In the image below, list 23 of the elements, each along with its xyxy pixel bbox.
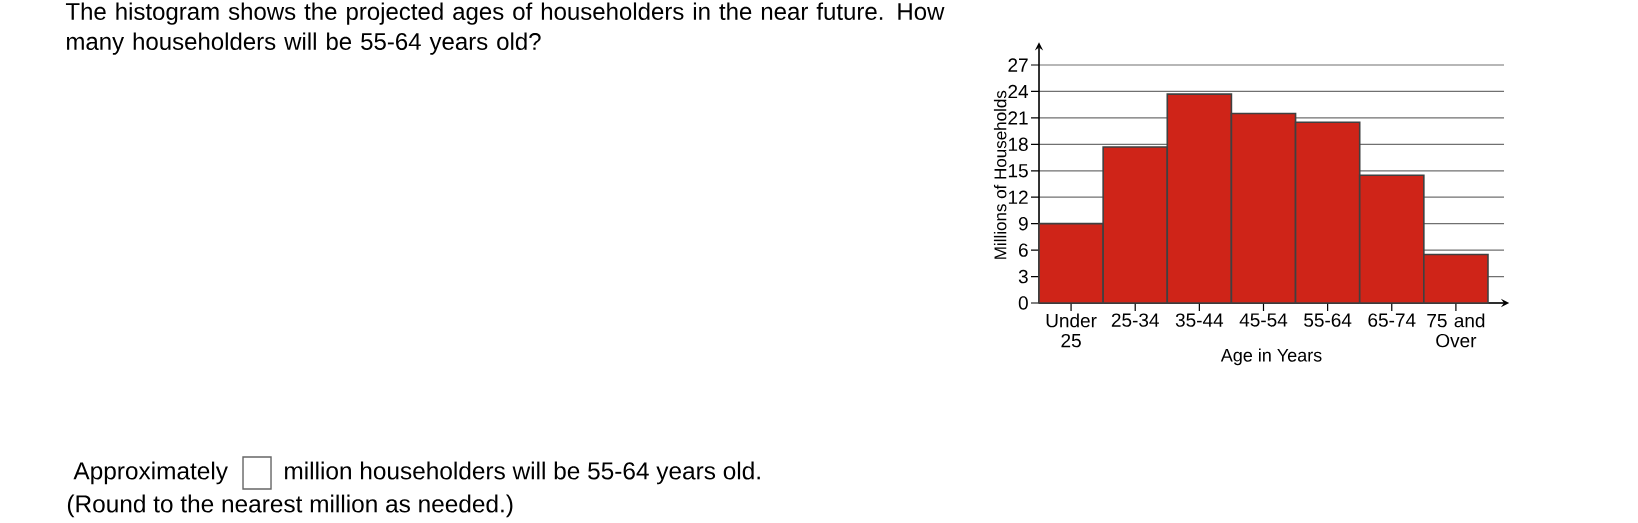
text: (Round to the nearest million as needed.) — [67, 494, 513, 518]
y-tick-label: 0 — [1018, 296, 1028, 310]
y-tick-label: 12 — [1008, 190, 1028, 204]
text: Approximately — [73, 461, 228, 485]
y-tick-label: 24 — [1008, 84, 1029, 99]
x-tick-label: 35-44 — [1175, 313, 1224, 327]
y-tick-label: 15 — [1008, 164, 1028, 178]
y-tick-label: 6 — [1019, 243, 1028, 257]
y-tick-label: 18 — [1008, 137, 1028, 152]
y-tick-label: 27 — [1008, 58, 1028, 72]
y-tick-label: 9 — [1018, 216, 1028, 231]
x-tick-label: 75 and Over — [1427, 313, 1485, 348]
x-tick-label: 65-74 — [1368, 313, 1416, 327]
x-axis-title: Age in Years — [1220, 348, 1322, 366]
x-tick-label: Under 25 — [1046, 313, 1097, 348]
x-tick-label: 55-64 — [1304, 313, 1352, 327]
text: million householders will be 55-64 years old. — [285, 461, 760, 485]
y-axis-title: Millions of Households — [993, 90, 1007, 259]
y-tick-label: 21 — [1008, 111, 1028, 125]
text: The histogram shows the projected ages of householders in the near future. How many householders will be 55-64 years old? — [65, 2, 945, 55]
x-tick-label: 45-54 — [1239, 313, 1288, 327]
y-tick-label: 3 — [1018, 269, 1028, 284]
x-tick-label: 25-34 — [1111, 313, 1159, 327]
